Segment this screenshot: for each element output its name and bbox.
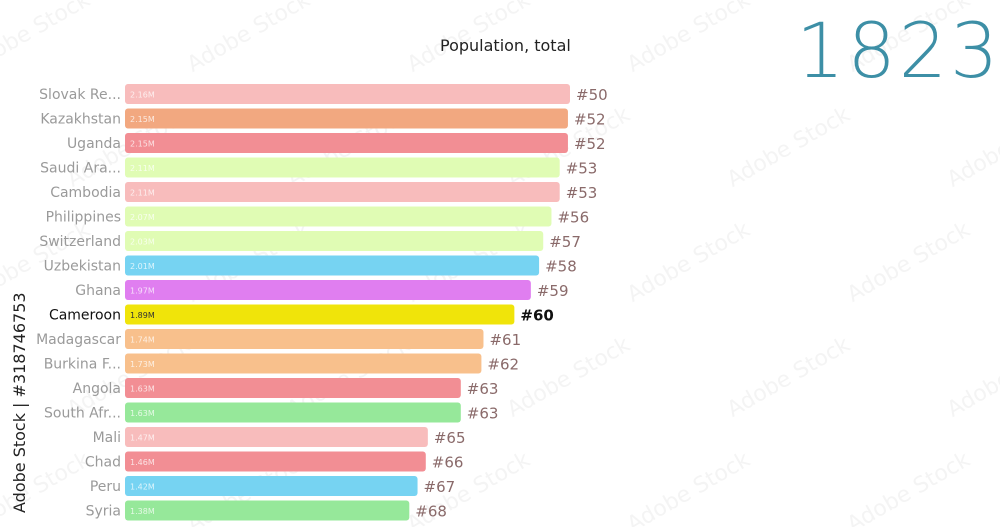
bar-12	[125, 378, 461, 398]
value-label: 1.74M	[130, 336, 155, 345]
value-label: 1.47M	[130, 434, 155, 443]
category-label: Uganda	[67, 136, 121, 152]
category-label: Madagascar	[36, 332, 121, 348]
value-label: 1.89M	[130, 311, 155, 320]
category-label: Saudi Ara...	[40, 161, 121, 177]
bar-15	[125, 451, 426, 472]
rank-label: #61	[489, 331, 521, 349]
bar-8	[125, 280, 531, 300]
value-label: 2.01M	[130, 262, 155, 271]
value-label: 1.63M	[130, 385, 155, 394]
value-label: 2.07M	[130, 213, 155, 222]
rank-label: #66	[432, 454, 464, 472]
category-label: Cambodia	[50, 185, 121, 201]
category-label: Switzerland	[39, 234, 121, 250]
category-label: Chad	[85, 455, 121, 471]
side-credit: Adobe Stock | #318746753	[4, 292, 34, 515]
value-label: 1.97M	[130, 287, 155, 296]
year-counter: 1823	[796, 6, 1000, 95]
rank-label: #52	[574, 135, 606, 153]
bar-16	[125, 476, 418, 496]
rank-label: #63	[467, 405, 499, 423]
value-label: 2.15M	[130, 140, 155, 149]
rank-label: #53	[566, 184, 598, 202]
rank-label: #62	[487, 356, 519, 374]
credit-text: Adobe Stock | #318746753	[10, 292, 29, 513]
rank-label: #63	[467, 380, 499, 398]
bar-4	[125, 182, 560, 202]
value-label: 1.38M	[130, 507, 155, 516]
category-label: Peru	[90, 479, 121, 495]
category-label: Philippines	[46, 210, 121, 226]
category-label: South Afr...	[44, 406, 121, 422]
bar-11	[125, 353, 482, 374]
bar-0	[125, 84, 570, 104]
bar-10	[125, 329, 484, 349]
bar-14	[125, 427, 428, 447]
bar-1	[125, 108, 568, 129]
rank-label: #68	[415, 503, 447, 521]
bar-17	[125, 500, 410, 521]
category-label: Uzbekistan	[44, 259, 121, 275]
value-label: 2.03M	[130, 238, 155, 247]
rank-label: #53	[566, 160, 598, 178]
category-label: Slovak Re...	[39, 87, 121, 103]
category-label: Ghana	[75, 283, 121, 299]
value-label: 2.11M	[130, 164, 155, 173]
bar-7	[125, 255, 540, 276]
category-label: Syria	[86, 504, 121, 520]
value-label: 1.73M	[130, 360, 155, 369]
rank-label: #57	[549, 233, 581, 251]
chart-title: Population, total	[440, 36, 571, 55]
rank-label: #67	[424, 478, 456, 496]
rank-label: #60	[520, 307, 553, 325]
category-label: Angola	[73, 381, 121, 397]
rank-label: #52	[574, 111, 606, 129]
value-label: 2.15M	[130, 115, 155, 124]
value-label: 1.46M	[130, 458, 155, 467]
category-label: Burkina F...	[44, 357, 121, 373]
bar-6	[125, 231, 544, 251]
bar-13	[125, 402, 461, 423]
rank-label: #65	[434, 429, 466, 447]
value-label: 2.16M	[130, 91, 155, 100]
value-label: 2.11M	[130, 189, 155, 198]
category-label: Kazakhstan	[40, 112, 121, 128]
bar-5	[125, 206, 552, 227]
rank-label: #59	[537, 282, 569, 300]
rank-label: #50	[576, 86, 608, 104]
value-label: 1.42M	[130, 483, 155, 492]
rank-label: #58	[545, 258, 577, 276]
bar-9	[125, 304, 515, 325]
bar-3	[125, 157, 560, 178]
category-label: Cameroon	[49, 308, 121, 324]
bar-2	[125, 133, 568, 153]
rank-label: #56	[557, 209, 589, 227]
value-label: 1.63M	[130, 409, 155, 418]
category-label: Mali	[93, 430, 121, 446]
